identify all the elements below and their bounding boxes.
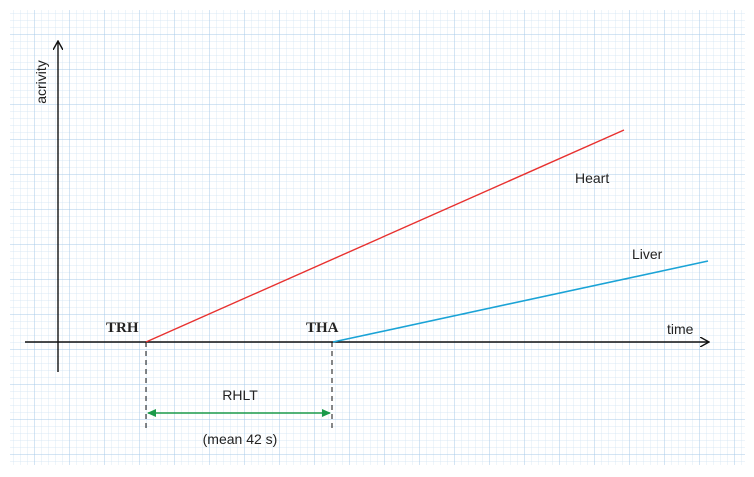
- interval-note: (mean 42 s): [203, 431, 278, 447]
- line-label: Heart: [575, 170, 609, 186]
- line-label: Liver: [632, 246, 663, 262]
- point-label: THA: [306, 320, 339, 336]
- grid-background: [10, 10, 745, 465]
- interval-label: RHLT: [222, 387, 258, 403]
- x-axis-label: time: [667, 321, 694, 337]
- y-axis-label: acrivity: [33, 60, 49, 104]
- point-label: TRH: [106, 320, 139, 336]
- liver-line: [332, 260, 709, 343]
- heart-line: [145, 129, 625, 343]
